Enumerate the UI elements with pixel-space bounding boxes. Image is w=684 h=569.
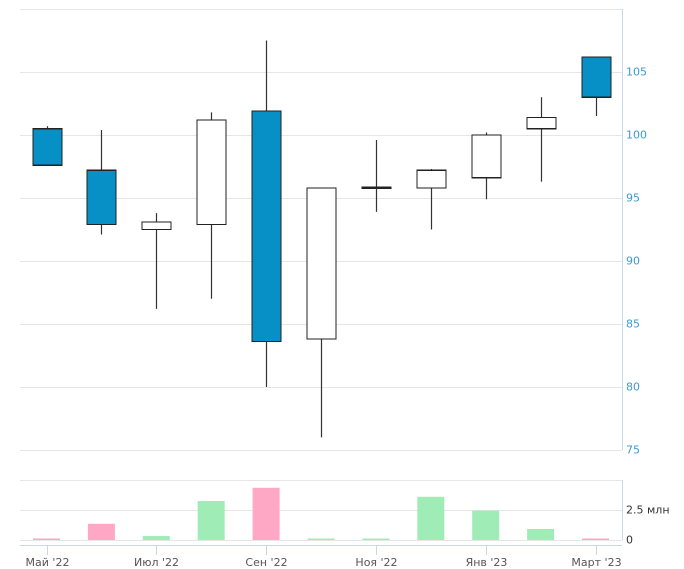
candle[interactable] (141, 213, 172, 309)
candle[interactable] (196, 112, 227, 299)
candle[interactable] (416, 169, 447, 230)
volume-bar[interactable] (252, 487, 280, 540)
axes (20, 9, 623, 555)
candle[interactable] (471, 132, 502, 200)
volume-bar[interactable] (87, 523, 115, 540)
volume-bar[interactable] (142, 536, 170, 540)
candle-body-down (251, 110, 282, 343)
volume-bar[interactable] (527, 528, 555, 540)
candle-body-up (416, 169, 447, 189)
x-axis-label: Ноя '22 (355, 556, 397, 569)
price-axis-label: 90 (626, 255, 640, 268)
volume-bar[interactable] (33, 538, 60, 541)
price-axis-label: 100 (626, 129, 647, 142)
price-axis-label: 75 (626, 444, 640, 457)
x-axis-label: Сен '22 (245, 556, 287, 569)
candle[interactable] (251, 40, 282, 388)
volume-bar[interactable] (417, 496, 445, 540)
x-axis-label: Март '23 (571, 556, 621, 569)
volume-axis-label: 2.5 млн (626, 504, 670, 517)
candle-body-up (471, 134, 502, 179)
volume-series (33, 487, 609, 541)
volume-bar[interactable] (197, 501, 225, 540)
candle-body-down (581, 56, 612, 98)
volume-bar[interactable] (582, 538, 609, 541)
candle-body-down (86, 169, 117, 226)
volume-bar[interactable] (362, 538, 390, 541)
price-axis-label: 105 (626, 66, 647, 79)
volume-axis-label: 0 (626, 534, 633, 547)
price-axis-label: 85 (626, 318, 640, 331)
candle-body-up (196, 119, 227, 226)
price-axis-label: 80 (626, 381, 640, 394)
candle[interactable] (32, 126, 63, 166)
volume-bar[interactable] (307, 538, 335, 541)
axis-labels: 75 80 85 90 95 100 105 0 2.5 млн Май '22 Июл '22 Се… (26, 66, 670, 569)
volume-bar[interactable] (472, 510, 500, 540)
candle-body-up (526, 116, 557, 130)
x-axis-label: Май '22 (26, 556, 70, 569)
candle[interactable] (306, 187, 337, 438)
x-axis-label: Янв '23 (466, 556, 508, 569)
candle[interactable] (526, 97, 557, 182)
candle-body-up (361, 186, 392, 190)
candle[interactable] (581, 56, 612, 117)
price-axis-label: 95 (626, 192, 640, 205)
candle[interactable] (86, 129, 117, 235)
x-axis-label: Июл '22 (134, 556, 179, 569)
candle-body-down (32, 128, 63, 166)
candle-body-up (141, 221, 172, 231)
candle[interactable] (361, 140, 392, 212)
candle-body-up (306, 187, 337, 340)
price-series (32, 40, 612, 438)
